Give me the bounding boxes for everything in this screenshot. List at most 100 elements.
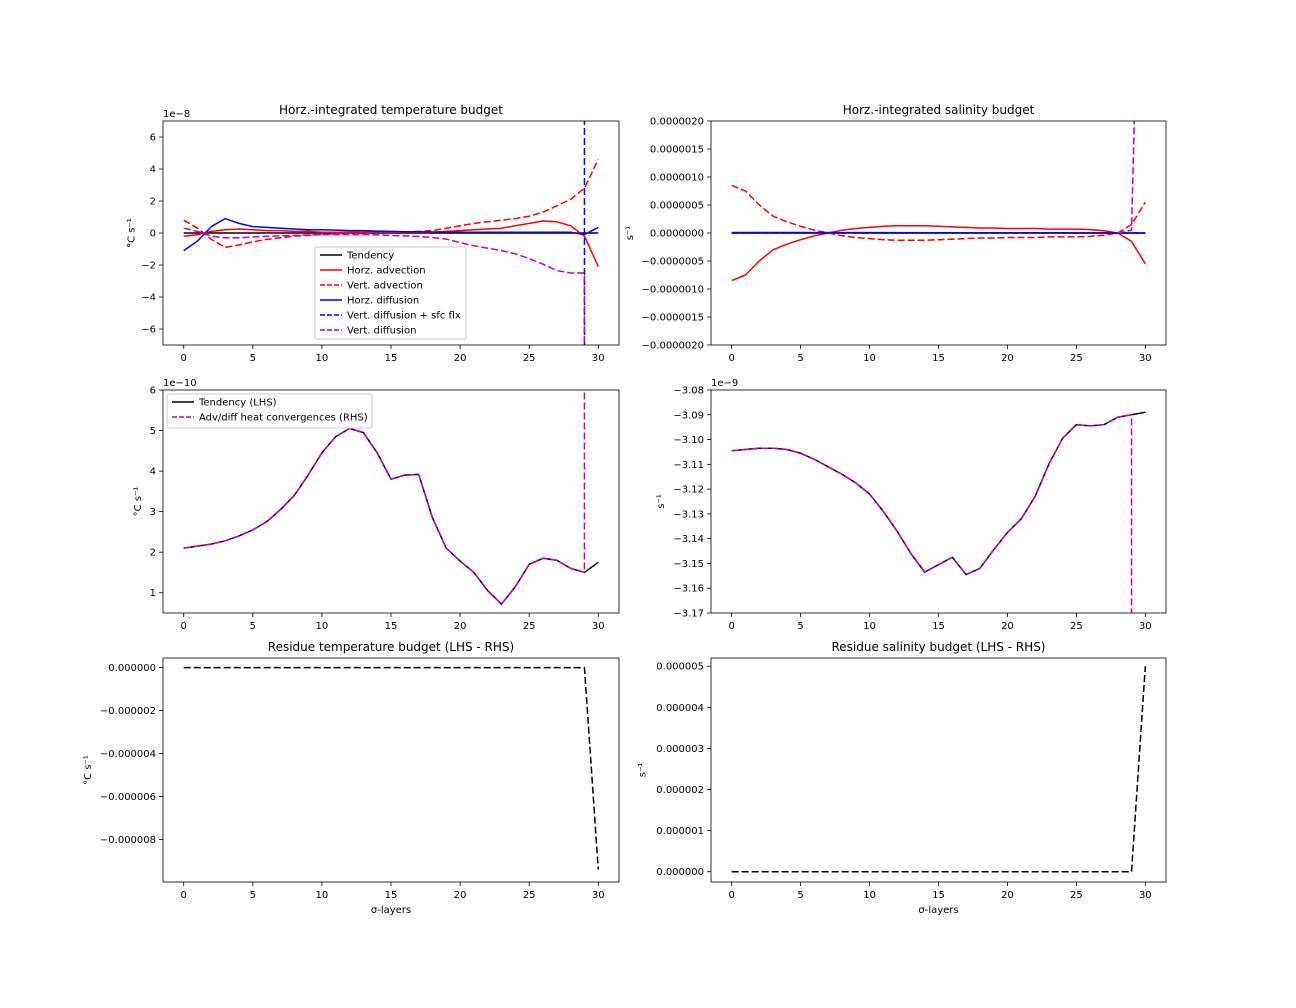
x-tick-label: 20	[454, 353, 467, 364]
y-axis-label: s⁻¹	[637, 763, 648, 778]
panel-salinity-lhs-rhs: 0 5 10 15 20 25 30 −3.17 −3.16 −3.15 −3.14 −3.13 −3.…	[656, 378, 1167, 632]
legend-label: Adv/diff heat convergences (RHS)	[199, 413, 368, 424]
y-tick-label: −0.000002	[100, 706, 156, 717]
y-tick-label: −0.0000015	[642, 313, 704, 324]
y-tick-label: −3.09	[673, 410, 704, 421]
series-line-salt_budget-1	[731, 224, 1146, 282]
y-tick-label: −0.0000005	[642, 257, 704, 268]
x-tick-label: 20	[1001, 621, 1014, 632]
y-tick-label: −3.12	[673, 485, 704, 496]
series-line-temp_sum-0	[183, 427, 599, 605]
x-tick-label: 0	[728, 353, 734, 364]
x-tick-label: 15	[385, 621, 398, 632]
series-line-temp_budget-2	[183, 159, 599, 249]
series-line-salt_sum-1	[731, 414, 1133, 613]
x-tick-label: 5	[797, 621, 803, 632]
y-tick-label: 0.000004	[656, 703, 704, 714]
x-tick-label: 15	[932, 353, 945, 364]
y-tick-label: 0.000002	[656, 785, 704, 796]
y-axis-label: s⁻¹	[656, 494, 667, 509]
x-tick-label: 25	[1070, 621, 1083, 632]
y-tick-label: 0.000000	[656, 867, 704, 878]
x-tick-label: 15	[385, 890, 398, 901]
y-tick-label: 2	[150, 197, 156, 208]
panel-temperature-residue: 0 5 10 15 20 25 30 −0.000008 −0.000006 −0.000004 −…	[83, 640, 620, 916]
y-tick-label: −0.0000020	[642, 341, 704, 352]
x-tick-label: 0	[728, 890, 734, 901]
x-tick-label: 0	[181, 621, 187, 632]
legend-label: Vert. diffusion + sfc flx	[347, 311, 461, 322]
y-tick-label: −3.17	[673, 609, 704, 620]
legend-label: Vert. advection	[347, 281, 423, 292]
legend-label: Tendency (LHS)	[198, 398, 277, 409]
y-tick-label: −3.10	[673, 435, 704, 446]
y-tick-label: 4	[150, 165, 156, 176]
plot-frame	[710, 657, 1167, 883]
x-tick-label: 5	[797, 353, 803, 364]
x-tick-label: 10	[316, 890, 329, 901]
chart-title: Horz.-integrated salinity budget	[843, 103, 1035, 117]
x-tick-label: 5	[250, 353, 256, 364]
x-tick-label: 10	[863, 353, 876, 364]
series-line-temp_resid-0	[183, 666, 600, 870]
legend-label: Vert. diffusion	[347, 326, 416, 337]
chart-title: Horz.-integrated temperature budget	[279, 103, 503, 117]
y-tick-label: −3.08	[673, 386, 704, 397]
y-tick-label: 0.0000020	[650, 117, 704, 128]
x-tick-label: 30	[592, 890, 605, 901]
x-axis-label: σ-layers	[371, 905, 411, 916]
x-axis-label: σ-layers	[918, 905, 958, 916]
y-tick-label: −4	[141, 293, 156, 304]
y-tick-label: 0	[150, 229, 156, 240]
y-tick-label: −0.000004	[100, 749, 156, 760]
legend: Tendency Horz. advection Vert. advection Ho…	[314, 246, 467, 340]
series-line-temp_budget-5	[183, 227, 586, 345]
y-tick-label: −6	[141, 325, 156, 336]
legend-label: Horz. advection	[347, 266, 426, 277]
x-tick-label: 10	[863, 621, 876, 632]
x-tick-label: 30	[1139, 621, 1152, 632]
x-tick-label: 0	[181, 353, 187, 364]
x-tick-label: 5	[250, 890, 256, 901]
chart-title: Residue salinity budget (LHS - RHS)	[831, 640, 1045, 654]
y-tick-label: 6	[150, 133, 156, 144]
y-tick-label: 4	[150, 467, 156, 478]
y-tick-label: −0.000008	[100, 835, 156, 846]
y-tick-label: 1	[150, 588, 156, 599]
y-tick-label: −3.14	[673, 534, 704, 545]
x-tick-label: 5	[797, 890, 803, 901]
legend: Tendency (LHS) Adv/diff heat convergences…	[166, 393, 373, 429]
series-line-salt_budget-2	[731, 184, 1146, 242]
panel-temperature-lhs-rhs: 0 5 10 15 20 25 30 1 2 3 4 5 6 1e−10 °C s⁻¹ Tendency (L…	[133, 378, 620, 632]
y-tick-label: −0.000006	[100, 792, 156, 803]
plot-frame	[162, 657, 620, 883]
x-tick-label: 5	[250, 621, 256, 632]
plot-frame	[710, 389, 1167, 614]
x-tick-label: 20	[454, 890, 467, 901]
panel-temperature-budget: 0 5 10 15 20 25 30 −6 −4 −2 0 2 4 6 1e−8 Horz.-integrat…	[127, 103, 620, 364]
x-tick-label: 30	[592, 353, 605, 364]
y-tick-label: 2	[150, 548, 156, 559]
x-tick-label: 20	[1001, 353, 1014, 364]
y-axis-label: °C s⁻¹	[133, 487, 144, 517]
y-tick-label: −2	[141, 261, 156, 272]
x-tick-label: 15	[932, 621, 945, 632]
y-tick-label: −3.13	[673, 509, 704, 520]
x-tick-label: 25	[523, 621, 536, 632]
x-tick-label: 25	[1070, 890, 1083, 901]
y-tick-label: −0.0000010	[642, 285, 704, 296]
x-tick-label: 25	[523, 890, 536, 901]
chart-title: Residue temperature budget (LHS - RHS)	[268, 640, 514, 654]
series-line-temp_sum-1	[183, 390, 586, 605]
axis-offset-text: 1e−9	[711, 378, 738, 389]
y-tick-label: 6	[150, 386, 156, 397]
x-tick-label: 25	[1070, 353, 1083, 364]
y-tick-label: −3.11	[673, 460, 704, 471]
y-tick-label: 0.000003	[656, 744, 704, 755]
x-tick-label: 30	[592, 621, 605, 632]
x-tick-label: 0	[728, 621, 734, 632]
y-tick-label: 5	[150, 426, 156, 437]
series-line-salt_resid-0	[731, 666, 1147, 873]
axis-offset-text: 1e−10	[163, 378, 197, 389]
